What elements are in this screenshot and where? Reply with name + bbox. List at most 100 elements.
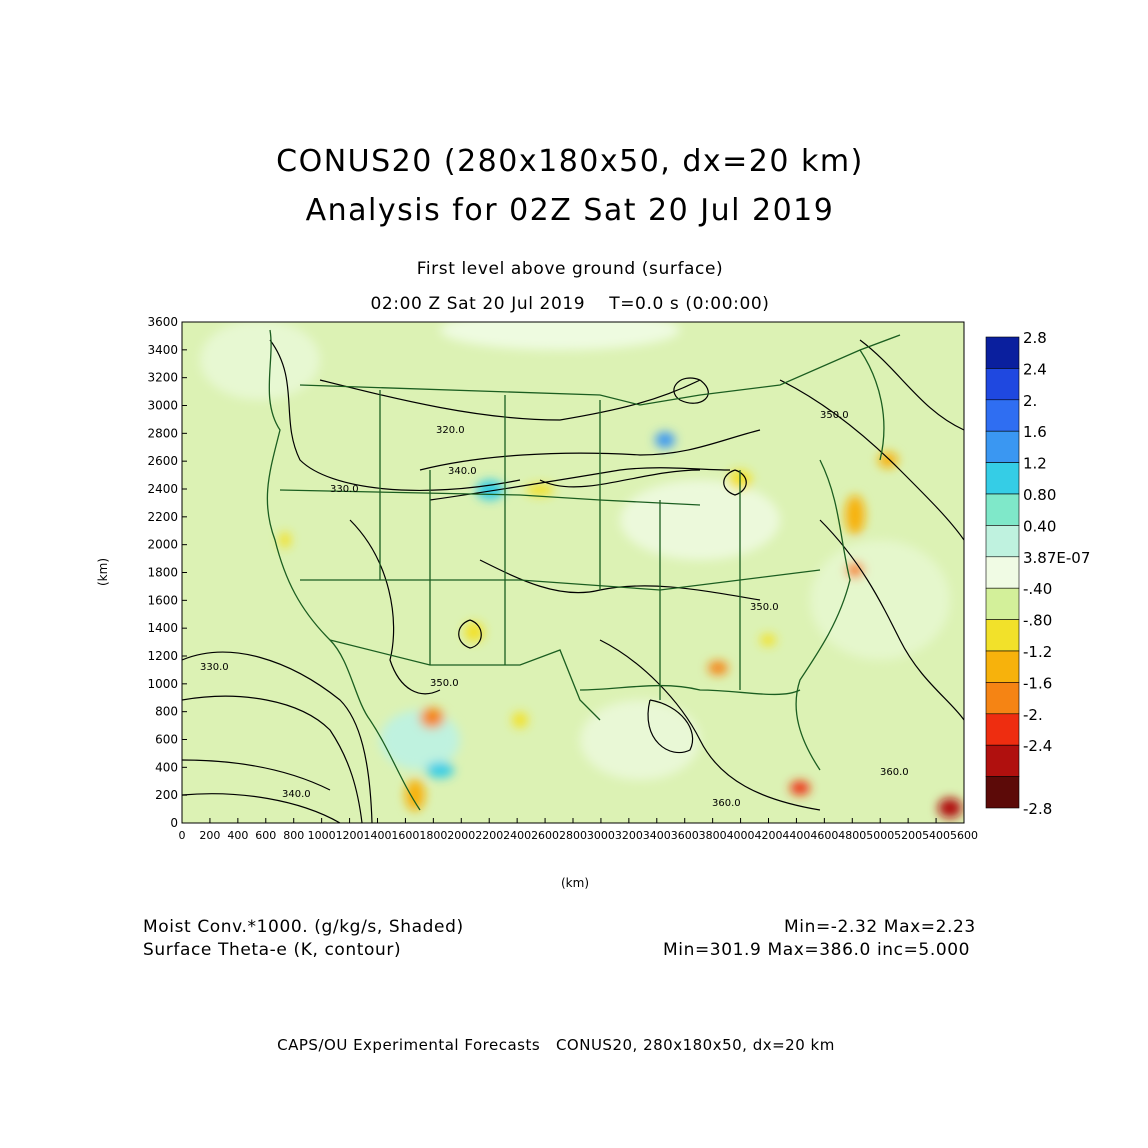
y-tick-label: 600 [155, 733, 178, 747]
x-tick-label: 4000 [727, 829, 755, 842]
y-tick-label: 1600 [147, 593, 178, 607]
x-tick-label: 1200 [336, 829, 364, 842]
contour-label: 350.0 [750, 602, 779, 613]
y-tick-label: 0 [170, 816, 178, 830]
contour-label: 320.0 [436, 425, 465, 436]
contour-label-group: 320.0 330.0 340.0 350.0 360.0 330.0 340.… [200, 410, 909, 809]
y-axis: 0 200 400 600 800 1000 1200 1400 1600 1800 2000 220… [147, 315, 187, 830]
colorbar-swatch [985, 336, 1020, 369]
map-title: CONUS20 (280x180x50, dx=20 km) [276, 144, 864, 179]
colorbar-swatch [985, 713, 1020, 746]
y-tick-label: 2400 [147, 482, 178, 496]
colorbar-label: -2.4 [1023, 737, 1052, 755]
colorbar: 2.8 2.4 2. 1.6 1.2 0.80 0.40 3.87E-07 -.40 -.80 -1… [985, 329, 1090, 818]
colorbar-swatch [985, 776, 1020, 809]
x-tick-label: 4600 [810, 829, 838, 842]
colorbar-label: 1.2 [1023, 455, 1047, 473]
colorbar-label: 0.80 [1023, 486, 1056, 504]
x-tick-label: 3800 [699, 829, 727, 842]
x-tick-label: 1800 [419, 829, 447, 842]
political-boundaries [266, 329, 901, 811]
x-tick-label: 3000 [587, 829, 615, 842]
contour-label: 350.0 [430, 678, 459, 689]
map-plot-area: 320.0 330.0 340.0 350.0 360.0 330.0 340.… [182, 322, 964, 823]
contour-label: 360.0 [712, 798, 741, 809]
x-tick-label: 2800 [559, 829, 587, 842]
colorbar-swatch [985, 525, 1020, 558]
y-tick-label: 3400 [147, 343, 178, 357]
x-axis: 0 200 400 600 800 1000 1200 1400 1600 1800 2000 220… [179, 818, 978, 842]
colorbar-swatch [985, 682, 1020, 715]
contour-field-description: Surface Theta-e (K, contour) [143, 940, 402, 960]
contour-label: 340.0 [282, 789, 311, 800]
y-tick-label: 2000 [147, 538, 178, 552]
colorbar-swatch [985, 744, 1020, 777]
colorbar-label: 3.87E-07 [1023, 549, 1090, 567]
y-tick-label: 2800 [147, 426, 178, 440]
colorbar-label: 2. [1023, 392, 1037, 410]
colorbar-swatch [985, 556, 1020, 589]
level-subtitle: First level above ground (surface) [416, 259, 724, 279]
contour-label: 360.0 [880, 767, 909, 778]
colorbar-swatch [985, 619, 1020, 652]
x-tick-label: 2600 [531, 829, 559, 842]
colorbar-swatch [985, 430, 1020, 463]
x-tick-label: 600 [255, 829, 276, 842]
colorbar-label: -.40 [1023, 580, 1052, 598]
y-tick-label: 3200 [147, 371, 178, 385]
colorbar-label: 2.8 [1023, 329, 1047, 347]
x-tick-label: 2200 [475, 829, 503, 842]
valid-time-subtitle: 02:00 Z Sat 20 Jul 2019 T=0.0 s (0:00:00… [370, 294, 770, 314]
colorbar-label: 0.40 [1023, 517, 1056, 535]
x-tick-label: 4800 [838, 829, 866, 842]
analysis-time-title: Analysis for 02Z Sat 20 Jul 2019 [305, 193, 835, 228]
colorbar-swatch [985, 368, 1020, 401]
x-tick-label: 5000 [866, 829, 894, 842]
y-tick-label: 200 [155, 788, 178, 802]
contour-label: 330.0 [330, 484, 359, 495]
x-axis-label: (km) [561, 876, 590, 890]
colorbar-label: -2. [1023, 706, 1043, 724]
colorbar-label: 1.6 [1023, 423, 1047, 441]
colorbar-label: -1.2 [1023, 643, 1052, 661]
x-tick-label: 1000 [308, 829, 336, 842]
y-tick-label: 400 [155, 760, 178, 774]
x-tick-label: 3200 [615, 829, 643, 842]
y-tick-label: 1200 [147, 649, 178, 663]
x-tick-label: 200 [199, 829, 220, 842]
x-tick-label: 400 [227, 829, 248, 842]
x-tick-label: 2400 [503, 829, 531, 842]
colorbar-label: -1.6 [1023, 674, 1052, 692]
y-axis-label: (km) [96, 557, 110, 586]
x-tick-label: 4400 [782, 829, 810, 842]
x-tick-label: 1600 [391, 829, 419, 842]
y-tick-label: 1000 [147, 677, 178, 691]
y-tick-label: 1800 [147, 566, 178, 580]
x-tick-label: 5200 [894, 829, 922, 842]
contour-field-range: Min=301.9 Max=386.0 inc=5.000 [663, 940, 971, 960]
x-tick-label: 3600 [671, 829, 699, 842]
x-tick-label: 3400 [643, 829, 671, 842]
shaded-field-range: Min=-2.32 Max=2.23 [784, 917, 976, 937]
colorbar-label: -2.8 [1023, 800, 1052, 818]
x-tick-label: 0 [179, 829, 186, 842]
y-tick-label: 2200 [147, 510, 178, 524]
colorbar-label: -.80 [1023, 612, 1052, 630]
colorbar-swatch [985, 650, 1020, 683]
colorbar-swatch [985, 462, 1020, 495]
colorbar-swatch [985, 399, 1020, 432]
contour-label: 350.0 [820, 410, 849, 421]
y-tick-label: 3000 [147, 399, 178, 413]
x-tick-label: 5600 [950, 829, 978, 842]
x-tick-label: 4200 [755, 829, 783, 842]
colorbar-label: 2.4 [1023, 360, 1047, 378]
x-tick-label: 2000 [447, 829, 475, 842]
y-tick-label: 2600 [147, 454, 178, 468]
shaded-field-description: Moist Conv.*1000. (g/kg/s, Shaded) [143, 917, 464, 937]
colorbar-swatch [985, 493, 1020, 526]
x-tick-label: 5400 [922, 829, 950, 842]
y-tick-label: 3600 [147, 315, 178, 329]
colorbar-swatch [985, 587, 1020, 620]
contour-label: 340.0 [448, 466, 477, 477]
